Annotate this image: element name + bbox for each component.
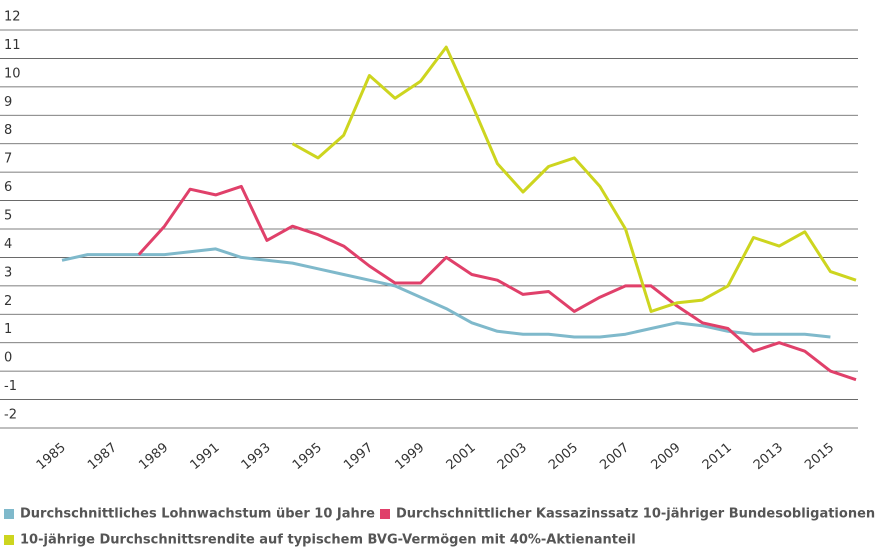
x-tick-label: 2011 (700, 440, 735, 473)
legend-swatch (4, 509, 14, 519)
x-tick-label: 2015 (802, 440, 837, 473)
y-tick-label: 3 (4, 265, 12, 280)
y-tick-label: 5 (4, 209, 12, 224)
legend-label: Durchschnittlicher Kassazinssatz 10-jähr… (396, 507, 875, 522)
line-series (291, 45, 857, 313)
y-tick-label: 7 (4, 152, 12, 167)
y-tick-label: 11 (4, 38, 21, 53)
legend-label: 10-jährige Durchschnittsrendite auf typi… (20, 533, 636, 548)
x-tick-label: 1993 (239, 440, 274, 473)
y-tick-label: 12 (4, 10, 21, 25)
y-tick-label: -2 (4, 408, 17, 423)
y-tick-label: 4 (4, 237, 12, 252)
x-tick-label: 1991 (188, 440, 223, 473)
y-tick-label: 1 (4, 322, 12, 337)
x-tick-label: 1987 (85, 440, 120, 473)
legend-label: Durchschnittliches Lohnwachstum über 10 … (20, 507, 375, 522)
y-tick-label: -1 (4, 379, 17, 394)
x-tick-label: 1985 (34, 440, 69, 473)
y-tick-label: 0 (4, 351, 12, 366)
x-tick-label: 2005 (546, 440, 581, 473)
legend-swatch (4, 535, 14, 545)
line-series (61, 247, 831, 339)
x-tick-label: 1995 (290, 440, 325, 473)
y-tick-label: 2 (4, 294, 12, 309)
legend-swatch (380, 509, 390, 519)
y-tick-label: 10 (4, 66, 21, 81)
x-tick-label: 1989 (136, 440, 171, 473)
x-tick-label: 2013 (751, 440, 786, 473)
x-tick-label: 2003 (495, 440, 530, 473)
y-tick-label: 9 (4, 95, 12, 110)
line-series (137, 184, 857, 382)
x-tick-label: 1997 (341, 440, 376, 473)
x-tick-label: 2001 (444, 440, 479, 473)
x-tick-label: 2007 (597, 440, 632, 473)
x-tick-label: 1999 (392, 440, 427, 473)
y-tick-label: 8 (4, 123, 12, 138)
x-tick-label: 2009 (649, 440, 684, 473)
y-tick-label: 6 (4, 180, 12, 195)
